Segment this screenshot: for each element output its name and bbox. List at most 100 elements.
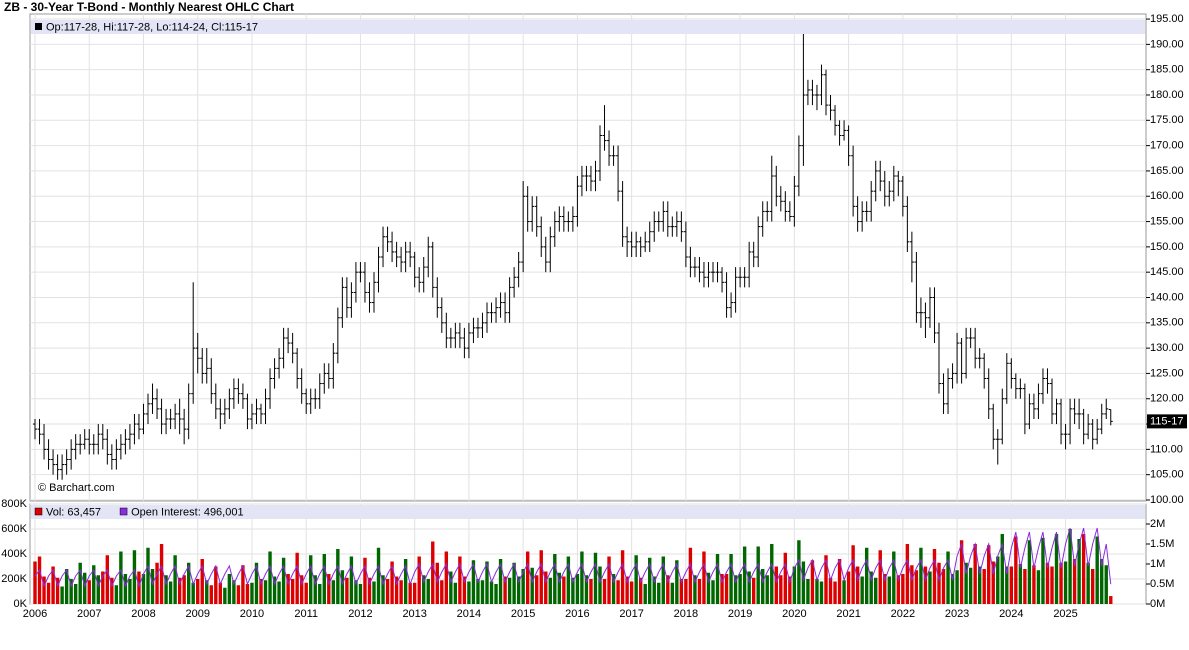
volume-bar (788, 576, 792, 604)
volume-bar (901, 574, 905, 604)
volume-bar (503, 576, 507, 604)
y2-tick-label: 2M (1150, 518, 1165, 530)
volume-bar (73, 584, 78, 604)
volume-bar (263, 580, 268, 604)
legend-swatch (119, 507, 128, 516)
volume-bar (525, 551, 530, 604)
volume-bar (991, 561, 995, 604)
info-icon (35, 23, 42, 30)
volume-bar (702, 551, 706, 604)
volume-bar (1100, 559, 1104, 604)
legend-label: Vol: 63,457 (46, 506, 101, 518)
y-tick-label: 120.00 (1150, 393, 1184, 405)
volume-bar (996, 556, 1000, 604)
volume-bar (516, 576, 521, 604)
volume-bar (177, 577, 182, 604)
volume-bar (566, 556, 571, 604)
volume-bar (440, 580, 444, 604)
volume-bar (268, 551, 272, 604)
volume-bar (408, 582, 412, 604)
volume-bar (290, 579, 295, 604)
y-tick-label: 110.00 (1150, 443, 1183, 455)
volume-bar (1104, 565, 1108, 604)
volume-bar (679, 579, 684, 604)
volume-bar (1027, 540, 1032, 604)
volume-bar (729, 554, 733, 604)
volume-bar (471, 560, 476, 604)
volume-bar (114, 585, 119, 604)
volume-bar (892, 551, 896, 604)
volume-bar (634, 555, 638, 604)
volume-bar (815, 579, 819, 604)
volume-bar (1095, 536, 1099, 604)
volume-bar (64, 569, 69, 604)
volume-bar (959, 540, 964, 604)
volume-bar (1009, 566, 1014, 604)
x-tick-label: 2023 (945, 608, 969, 620)
volume-bar (946, 551, 950, 604)
volume-bar (580, 551, 584, 604)
volume-bar (1077, 539, 1081, 604)
y-tick-label: 175.00 (1150, 114, 1184, 126)
volume-bar (919, 547, 923, 604)
volume-bar (801, 561, 806, 604)
volume-bar (905, 544, 910, 604)
volume-bar (241, 565, 245, 604)
volume-bar (37, 556, 42, 604)
x-tick-label: 2025 (1053, 608, 1077, 620)
volume-bar (412, 582, 417, 604)
x-tick-label: 2019 (728, 608, 752, 620)
y-tick-label: 135.00 (1150, 317, 1184, 329)
volume-bar (887, 576, 891, 604)
volume-bar (1054, 534, 1059, 604)
y2-tick-label: 1M (1150, 558, 1165, 570)
volume-bar (855, 566, 860, 604)
volume-bar (1036, 570, 1041, 604)
volume-bar (598, 566, 602, 604)
volume-bar (403, 559, 408, 604)
volume-bar (385, 579, 390, 604)
volume-bar (874, 577, 878, 604)
volume-bar (227, 574, 232, 604)
volume-bar (643, 584, 647, 604)
volume-bar (883, 574, 887, 604)
volume-bar (381, 575, 385, 604)
volume-bar (589, 579, 593, 604)
volume-bar (480, 580, 485, 604)
volume-bar (1068, 529, 1072, 604)
volume-bar (806, 579, 810, 604)
volume-bar (670, 582, 675, 604)
volume-bar (616, 580, 620, 604)
volume-bar (693, 575, 697, 604)
volume-bar (648, 557, 652, 604)
volume-bar (1050, 566, 1054, 604)
volume-bar (498, 559, 503, 604)
y-tick-label: 105.00 (1150, 469, 1184, 481)
volume-bar (810, 560, 815, 604)
volume-bar (521, 569, 525, 604)
volume-bar (422, 575, 426, 604)
y-tick-label: 165.00 (1150, 165, 1184, 177)
x-tick-label: 2015 (511, 608, 535, 620)
volume-bar (318, 584, 322, 604)
y-tick-label: 180.00 (1150, 89, 1184, 101)
y2-tick-label: 1.5M (1150, 538, 1174, 550)
volume-bar (968, 567, 973, 604)
volume-bar (69, 579, 73, 604)
y-tick-label: 200K (1, 573, 27, 585)
volume-bar (286, 574, 290, 604)
info-text: Op:117-28, Hi:117-28, Lo:114-24, Cl:115-… (46, 21, 258, 33)
volume-bar (458, 556, 462, 604)
volume-bar (973, 544, 977, 604)
volume-bar (661, 556, 665, 604)
volume-bar (313, 575, 317, 604)
volume-bar (792, 566, 797, 604)
volume-bar (489, 581, 494, 604)
volume-bar (666, 575, 670, 604)
volume-bar (512, 562, 516, 604)
volume-bar (417, 556, 421, 604)
volume-bar (724, 574, 729, 604)
open-interest-line (34, 527, 1112, 588)
volume-bar (765, 575, 769, 604)
volume-bar (982, 569, 986, 604)
